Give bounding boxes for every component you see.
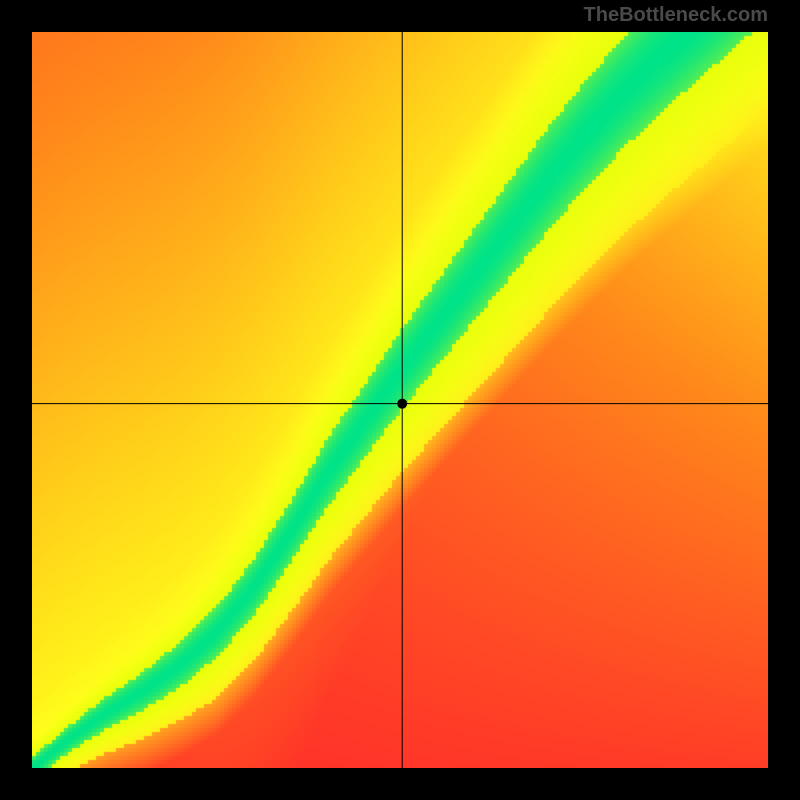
heatmap-canvas [32,32,768,768]
watermark-text: TheBottleneck.com [584,4,768,27]
bottleneck-heatmap [32,32,768,768]
